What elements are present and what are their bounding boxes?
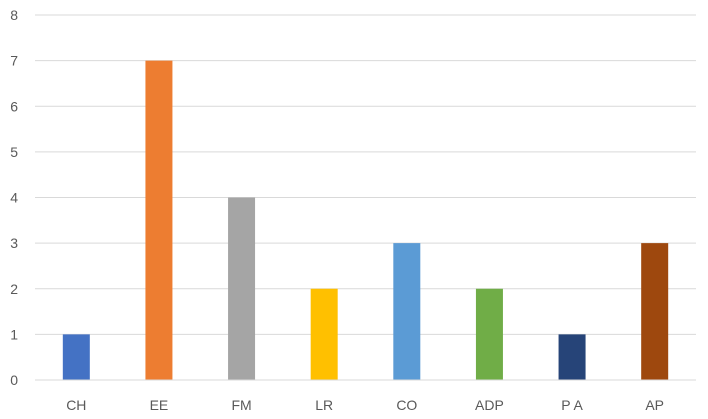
gridlines (35, 14, 696, 335)
bar-ch (62, 334, 90, 380)
bar-co (393, 243, 421, 380)
x-axis-tick-labels: CH EE FM LR CO ADP P A AP (66, 397, 664, 413)
x-tick-label: FM (231, 397, 251, 413)
y-tick-label: 8 (10, 7, 18, 23)
bars (62, 60, 669, 380)
bar-ap (641, 243, 669, 380)
x-tick-label: CO (396, 397, 417, 413)
x-tick-label: EE (150, 397, 169, 413)
y-tick-label: 1 (10, 326, 18, 342)
x-tick-label: AP (645, 397, 664, 413)
y-tick-label: 3 (10, 235, 18, 251)
bar-adp (475, 288, 503, 380)
bar-lr (310, 288, 338, 380)
x-tick-label: ADP (475, 397, 504, 413)
bar-pa (558, 334, 586, 380)
x-tick-label: P A (561, 397, 583, 413)
y-axis-tick-labels: 0 1 2 3 4 5 6 7 8 (10, 7, 18, 388)
x-tick-label: CH (66, 397, 86, 413)
y-tick-label: 7 (10, 53, 18, 69)
y-tick-label: 2 (10, 281, 18, 297)
bar-fm (228, 197, 256, 380)
y-tick-label: 0 (10, 372, 18, 388)
y-tick-label: 6 (10, 98, 18, 114)
x-tick-label: LR (315, 397, 333, 413)
y-tick-label: 4 (10, 190, 18, 206)
y-tick-label: 5 (10, 144, 18, 160)
bar-ee (145, 60, 173, 380)
